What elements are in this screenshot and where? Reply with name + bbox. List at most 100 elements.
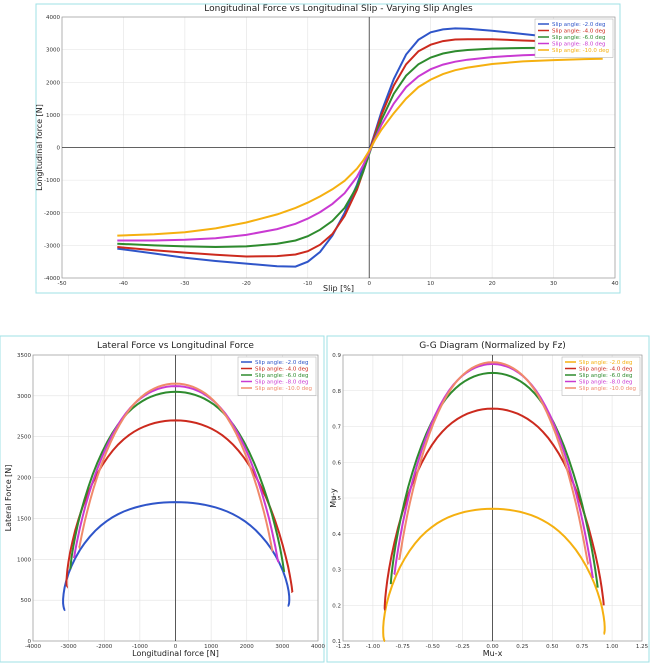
y-tick-label: 0.4 bbox=[332, 532, 341, 538]
x-tick-label: 20 bbox=[489, 281, 496, 287]
series-line-3 bbox=[69, 390, 286, 573]
y-tick-label: -4000 bbox=[44, 276, 60, 282]
x-tick-label: 0 bbox=[174, 644, 178, 650]
x-tick-label: -0.50 bbox=[426, 644, 441, 650]
x-tick-label: 10 bbox=[427, 281, 434, 287]
series-line-4 bbox=[393, 362, 594, 578]
x-tick-label: 3000 bbox=[275, 644, 289, 650]
chart-title: Lateral Force vs Longitudinal Force bbox=[97, 341, 254, 351]
legend-entry: Slip angle: -10.0 deg bbox=[579, 386, 636, 392]
y-tick-label: 1000 bbox=[17, 557, 31, 563]
legend-entry: Slip angle: -6.0 deg bbox=[552, 35, 606, 41]
y-tick-label: 1500 bbox=[17, 516, 31, 522]
legend-box bbox=[561, 356, 641, 396]
y-tick-label: -3000 bbox=[44, 243, 60, 249]
x-tick-label: -4000 bbox=[25, 644, 41, 650]
y-tick-label: 2000 bbox=[17, 476, 31, 482]
chart-lateral-vs-longitudinal-force: -4000 -3000 -2000 -1000 0 1000 2000 3000 4000 0 50… bbox=[4, 341, 325, 658]
series-line-1 bbox=[382, 507, 606, 642]
y-tick-label: 0 bbox=[57, 146, 61, 152]
y-tick-label: 2000 bbox=[46, 80, 60, 86]
legend-entry: Slip angle: -10.0 deg bbox=[552, 48, 609, 54]
x-tick-label: -0.25 bbox=[455, 644, 470, 650]
y-axis-label: Mu-y bbox=[329, 488, 338, 508]
x-tick-label: 4000 bbox=[311, 644, 325, 650]
series-line-2 bbox=[383, 407, 605, 611]
x-tick-label: 1.25 bbox=[636, 644, 649, 650]
y-tick-label: 2500 bbox=[17, 435, 31, 441]
chart3-frame bbox=[326, 335, 650, 663]
y-tick-label: 0.5 bbox=[332, 496, 341, 502]
legend-box bbox=[237, 356, 317, 396]
series-line-5 bbox=[117, 57, 603, 237]
x-tick-label: 30 bbox=[550, 281, 557, 287]
chart2-frame bbox=[0, 335, 325, 663]
x-tick-label: -2000 bbox=[96, 644, 112, 650]
x-tick-label: -1.25 bbox=[336, 644, 351, 650]
y-tick-label: 0.2 bbox=[332, 603, 341, 609]
y-tick-label: 0 bbox=[28, 639, 32, 645]
chart-title: G-G Diagram (Normalized by Fz) bbox=[419, 341, 566, 351]
x-axis-label: Mu-x bbox=[483, 649, 503, 658]
y-tick-label: 0.8 bbox=[332, 389, 341, 395]
x-tick-label: -50 bbox=[58, 281, 67, 287]
x-tick-label: -1.00 bbox=[366, 644, 381, 650]
legend-entry: Slip angle: -6.0 deg bbox=[255, 373, 309, 379]
y-tick-label: 0.1 bbox=[332, 639, 341, 645]
x-tick-label: 0.50 bbox=[546, 644, 559, 650]
y-tick-label: 3000 bbox=[46, 48, 60, 54]
series-line-4 bbox=[73, 385, 280, 564]
x-tick-label: 0.00 bbox=[486, 644, 499, 650]
y-tick-label: 0.7 bbox=[332, 425, 341, 431]
legend-entry: Slip angle: -2.0 deg bbox=[579, 360, 633, 366]
legend-box bbox=[534, 18, 614, 58]
y-tick-label: -2000 bbox=[44, 211, 60, 217]
x-tick-label: 1.00 bbox=[606, 644, 619, 650]
x-tick-label: -10 bbox=[303, 281, 312, 287]
legend-entry: Slip angle: -10.0 deg bbox=[255, 386, 312, 392]
y-axis-label: Longitudinal force [N] bbox=[35, 104, 44, 191]
x-tick-label: -40 bbox=[119, 281, 128, 287]
x-tick-label: -0.75 bbox=[396, 644, 411, 650]
y-axis-label: Lateral Force [N] bbox=[4, 465, 13, 532]
series-line-5 bbox=[78, 382, 274, 553]
x-tick-label: 40 bbox=[612, 281, 619, 287]
x-tick-label: 0 bbox=[367, 281, 371, 287]
x-axis-label: Longitudinal force [N] bbox=[132, 649, 219, 658]
y-tick-label: 4000 bbox=[46, 15, 60, 21]
x-tick-label: 0.25 bbox=[516, 644, 529, 650]
y-tick-label: 3500 bbox=[17, 353, 31, 359]
legend-entry: Slip angle: -2.0 deg bbox=[255, 360, 309, 366]
chart-gg-diagram: -1.25 -1.00 -0.75 -0.50 -0.25 0.00 0.25 0.50 0.7… bbox=[329, 341, 649, 658]
series-line-2 bbox=[65, 419, 294, 593]
y-tick-label: 0.9 bbox=[332, 353, 341, 359]
chart1-frame bbox=[35, 3, 621, 294]
x-tick-label: 1000 bbox=[204, 644, 218, 650]
legend-entry: Slip angle: -2.0 deg bbox=[552, 22, 606, 28]
x-tick-label: -3000 bbox=[61, 644, 77, 650]
chart-title: Longitudinal Force vs Longitudinal Slip … bbox=[204, 4, 473, 14]
legend-entry: Slip angle: -4.0 deg bbox=[255, 367, 309, 373]
y-tick-label: 500 bbox=[21, 598, 32, 604]
x-tick-label: -1000 bbox=[132, 644, 148, 650]
legend-entry: Slip angle: -4.0 deg bbox=[579, 367, 633, 373]
chart-longitudinal-force-vs-slip: -50 -40 -30 -20 -10 0 10 20 30 40 -4000 -3000 -2000 -… bbox=[35, 4, 619, 293]
legend-entry: Slip angle: -8.0 deg bbox=[579, 380, 633, 386]
x-axis-label: Slip [%] bbox=[323, 284, 354, 293]
x-tick-label: 0.75 bbox=[576, 644, 589, 650]
series-line-5 bbox=[398, 361, 590, 566]
legend-entry: Slip angle: -8.0 deg bbox=[552, 42, 606, 48]
legend-entry: Slip angle: -6.0 deg bbox=[579, 373, 633, 379]
x-tick-label: -20 bbox=[242, 281, 251, 287]
y-tick-label: 0.3 bbox=[332, 568, 341, 574]
legend-entry: Slip angle: -4.0 deg bbox=[552, 29, 606, 35]
y-tick-label: 3000 bbox=[17, 394, 31, 400]
series-line-3 bbox=[389, 371, 599, 588]
y-tick-label: 0.6 bbox=[332, 460, 341, 466]
x-tick-label: 2000 bbox=[240, 644, 254, 650]
y-tick-label: -1000 bbox=[44, 178, 60, 184]
